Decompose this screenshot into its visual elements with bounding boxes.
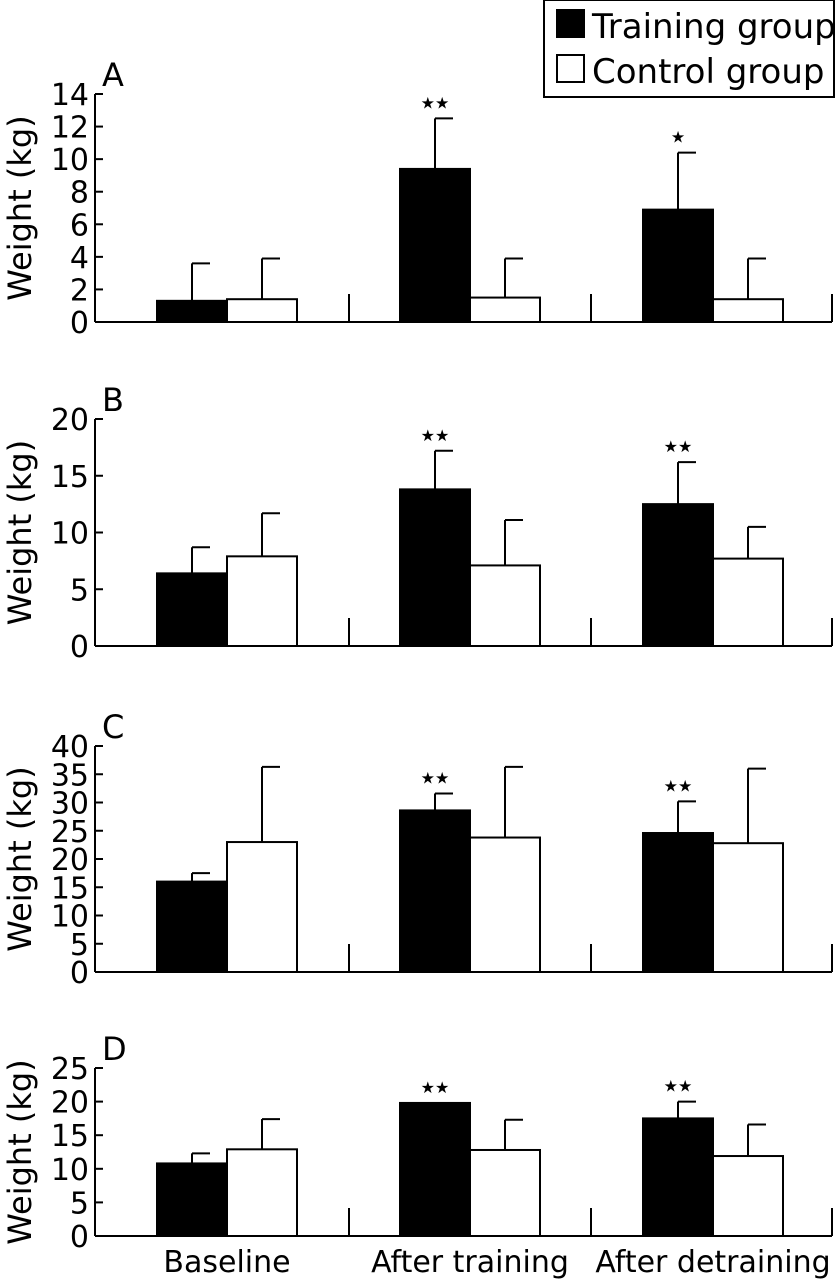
panel-label: D <box>102 1030 127 1068</box>
bar-control <box>469 564 541 647</box>
y-tick-label: 0 <box>70 1220 89 1255</box>
panel-label: B <box>102 381 124 419</box>
y-tick-label: 20 <box>51 843 89 878</box>
y-tick-label: 4 <box>70 241 89 276</box>
bar-control <box>226 1148 298 1238</box>
y-tick-label: 35 <box>51 758 89 793</box>
y-tick-label: 30 <box>51 787 89 822</box>
bar-training <box>156 880 228 973</box>
y-tick-label: 15 <box>51 460 89 495</box>
y-tick-label: 12 <box>51 111 89 146</box>
y-tick-label: 10 <box>51 143 89 178</box>
bar-training <box>156 572 228 647</box>
y-tick-label: 40 <box>51 730 89 765</box>
bar-training <box>156 299 228 324</box>
y-tick-label: 5 <box>70 1186 89 1221</box>
bar-control <box>469 1148 541 1238</box>
panel-b: B Weight (kg) 0 5 10 15 20 ★★ ★★ <box>1 381 833 665</box>
bar-training <box>399 488 471 647</box>
significance-marker: ★★ <box>421 768 450 787</box>
significance-marker: ★★ <box>664 1077 693 1096</box>
y-tick-label: 0 <box>70 306 89 341</box>
y-tick-label: 0 <box>70 956 89 991</box>
bar-training <box>399 809 471 973</box>
significance-marker: ★ <box>671 128 685 147</box>
y-axis-label: Weight (kg) <box>1 1059 39 1244</box>
y-tick-label: 10 <box>51 900 89 935</box>
y-tick-label: 25 <box>51 1052 89 1087</box>
y-tick-label: 8 <box>70 176 89 211</box>
bar-training <box>156 1162 228 1237</box>
x-category-label: Baseline <box>163 1245 290 1280</box>
bar-control <box>712 1155 784 1237</box>
bar-control <box>226 298 298 324</box>
y-tick-label: 20 <box>51 403 89 438</box>
x-category-label: After detraining <box>595 1245 830 1280</box>
bar-training <box>399 1101 471 1237</box>
legend-label-control: Control group <box>592 52 824 92</box>
y-tick-label: 5 <box>70 928 89 963</box>
y-tick-label: 6 <box>70 208 89 243</box>
y-tick-label: 10 <box>51 1153 89 1188</box>
legend-label-training: Training group <box>591 7 836 47</box>
bar-control <box>226 841 298 973</box>
legend: Training group Control group <box>543 0 836 98</box>
bar-control <box>469 836 541 974</box>
bar-control <box>712 557 784 647</box>
bar-control <box>469 296 541 324</box>
panel-label: C <box>102 708 124 746</box>
bar-control <box>226 555 298 648</box>
legend-frame <box>543 0 835 98</box>
significance-marker: ★★ <box>421 426 450 445</box>
x-category-label: After training <box>371 1245 569 1280</box>
y-tick-label: 25 <box>51 815 89 850</box>
bar-training <box>642 208 714 323</box>
significance-marker: ★★ <box>664 776 693 795</box>
y-tick-label: 10 <box>51 517 89 552</box>
bar-training <box>642 1117 714 1238</box>
y-tick-label: 2 <box>70 273 89 308</box>
y-tick-label: 20 <box>51 1086 89 1121</box>
y-tick-label: 15 <box>51 871 89 906</box>
significance-marker: ★★ <box>421 93 450 112</box>
legend-swatch-control <box>556 54 585 83</box>
bar-control <box>712 842 784 973</box>
y-axis-label: Weight (kg) <box>1 766 39 951</box>
legend-swatch-training <box>556 9 585 38</box>
y-tick-label: 14 <box>51 78 89 113</box>
bar-training <box>642 832 714 974</box>
significance-marker: ★★ <box>664 437 693 456</box>
significance-marker: ★★ <box>421 1078 450 1097</box>
y-axis-label: Weight (kg) <box>1 440 39 625</box>
panel-label: A <box>102 56 124 94</box>
y-axis-label: Weight (kg) <box>1 115 39 300</box>
bar-training <box>642 503 714 647</box>
bar-training <box>399 167 471 323</box>
bar-control <box>712 298 784 324</box>
y-tick-label: 5 <box>70 573 89 608</box>
y-tick-label: 15 <box>51 1119 89 1154</box>
y-tick-label: 0 <box>70 630 89 665</box>
